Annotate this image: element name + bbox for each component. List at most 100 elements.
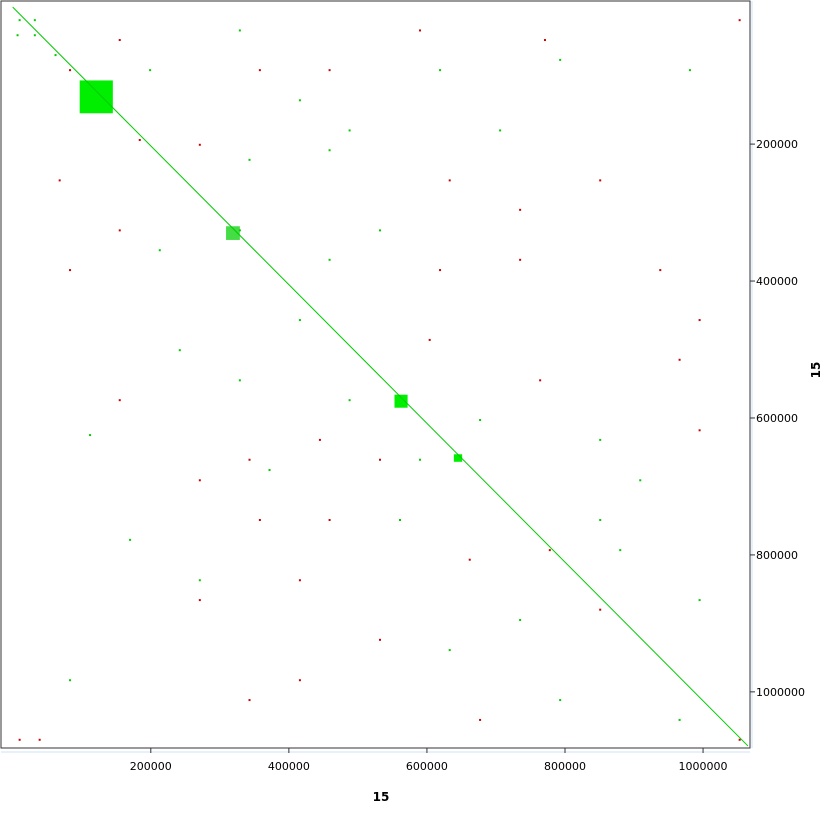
- y-axis-title: 15: [809, 362, 823, 379]
- dot: [698, 429, 701, 432]
- dot: [58, 179, 61, 182]
- dot: [419, 458, 422, 461]
- diagonal: [12, 6, 749, 747]
- dot: [248, 699, 251, 702]
- dot: [419, 29, 422, 32]
- dot: [328, 258, 331, 261]
- y-tick-label: 600000: [756, 412, 798, 425]
- dot: [439, 269, 442, 272]
- dot: [198, 599, 201, 602]
- dot: [298, 319, 301, 322]
- dot: [599, 438, 602, 441]
- dot: [318, 438, 321, 441]
- dot: [89, 434, 92, 437]
- dot: [378, 458, 381, 461]
- dot: [543, 39, 546, 42]
- dot: [149, 69, 152, 72]
- dot: [378, 638, 381, 641]
- dot: [479, 718, 482, 721]
- dot: [248, 458, 251, 461]
- dot: [238, 29, 241, 32]
- dot: [399, 518, 402, 521]
- dot: [348, 129, 351, 132]
- dot: [328, 149, 331, 152]
- dot: [659, 269, 662, 272]
- plot-frame: [0, 0, 751, 749]
- dot: [738, 738, 741, 741]
- dot: [268, 469, 271, 472]
- dot: [599, 518, 602, 521]
- dot: [118, 229, 121, 232]
- dot: [559, 699, 562, 702]
- y-tick-label: 800000: [756, 549, 798, 562]
- dot: [619, 549, 622, 552]
- dot: [698, 319, 701, 322]
- dot: [298, 679, 301, 682]
- dot: [678, 718, 681, 721]
- dot: [69, 269, 72, 272]
- dot: [599, 179, 602, 182]
- block: [394, 394, 408, 408]
- dot: [33, 19, 36, 22]
- dot: [54, 54, 57, 57]
- dot: [688, 69, 691, 72]
- dot: [16, 34, 19, 37]
- y-tick-label: 400000: [756, 275, 798, 288]
- dot: [738, 19, 741, 22]
- dot: [69, 69, 72, 72]
- dot: [439, 69, 442, 72]
- dot: [198, 143, 201, 146]
- dot: [129, 538, 132, 541]
- dot: [33, 34, 36, 37]
- x-tick-label: 600000: [406, 760, 448, 773]
- block: [453, 454, 463, 462]
- dot: [158, 249, 161, 252]
- dot: [448, 179, 451, 182]
- dot: [258, 518, 261, 521]
- dot: [328, 69, 331, 72]
- dot: [38, 738, 41, 741]
- block: [226, 226, 240, 240]
- dot: [198, 479, 201, 482]
- dot: [428, 338, 431, 341]
- dot: [698, 599, 701, 602]
- dot: [678, 358, 681, 361]
- dot: [519, 618, 522, 621]
- x-tick-label: 200000: [130, 760, 172, 773]
- y-tick-label: 200000: [756, 138, 798, 151]
- dot: [18, 738, 21, 741]
- dot: [178, 349, 181, 352]
- y-tick-label: 1000000: [756, 686, 805, 699]
- dot: [519, 258, 522, 261]
- dot: [198, 579, 201, 582]
- dot: [559, 58, 562, 61]
- x-tick-label: 1000000: [679, 760, 728, 773]
- dot: [238, 379, 241, 382]
- dot: [298, 579, 301, 582]
- dot: [519, 208, 522, 211]
- dot: [378, 229, 381, 232]
- dot: [18, 19, 21, 22]
- dot: [348, 399, 351, 402]
- x-axis-title: 15: [373, 790, 390, 804]
- dot: [248, 158, 251, 161]
- dot: [468, 558, 471, 561]
- dot: [448, 649, 451, 652]
- dot: [599, 608, 602, 611]
- dot: [69, 679, 72, 682]
- dot: [118, 39, 121, 42]
- dot: [479, 419, 482, 422]
- dot: [639, 479, 642, 482]
- dot: [499, 129, 502, 132]
- x-tick-label: 800000: [544, 760, 586, 773]
- block: [79, 80, 113, 114]
- dot: [328, 518, 331, 521]
- dot: [548, 549, 551, 552]
- dot: [118, 399, 121, 402]
- dot: [258, 69, 261, 72]
- dot: [238, 229, 241, 232]
- dot: [138, 138, 141, 141]
- dot: [539, 379, 542, 382]
- dot: [298, 99, 301, 102]
